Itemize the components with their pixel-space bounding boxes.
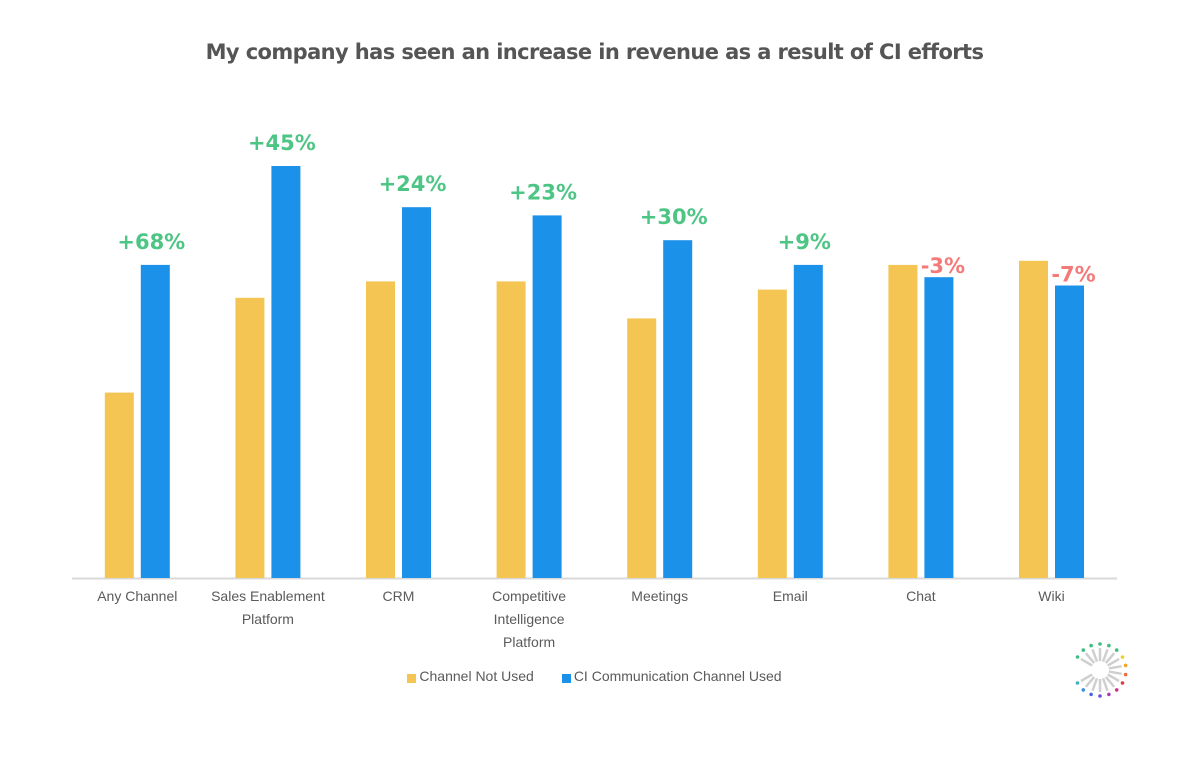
logo-dot: [1114, 648, 1119, 652]
sunburst-logo-icon: [1075, 642, 1128, 698]
data-label-change: +68%: [117, 230, 185, 254]
x-tick-label: Meetings: [631, 588, 688, 604]
legend: Channel Not Used CI Communication Channe…: [0, 668, 1189, 684]
data-label-change: +9%: [778, 230, 831, 254]
logo-ray: [1091, 678, 1099, 692]
bar-ci-channel-used: [140, 264, 170, 578]
x-tick-label: Chat: [906, 588, 936, 604]
logo-dot: [1123, 672, 1128, 677]
data-label-change: +23%: [509, 180, 577, 204]
logo-ray: [1101, 648, 1109, 662]
logo-dot: [1098, 694, 1102, 698]
bar-ci-channel-used: [793, 264, 823, 578]
x-tick-label: Sales Enablement Platform: [211, 588, 325, 627]
bar-channel-not-used: [496, 281, 526, 578]
logo-ray: [1107, 673, 1120, 683]
logo-ray: [1101, 678, 1109, 692]
logo-ray: [1084, 676, 1096, 688]
logo-dot: [1107, 643, 1111, 648]
legend-label: Channel Not Used: [419, 668, 534, 684]
x-tick-label: CRM: [383, 588, 415, 604]
legend-item-ci-channel-used: CI Communication Channel Used: [561, 668, 782, 684]
bar-ci-channel-used: [1055, 285, 1084, 578]
bar-ci-channel-used: [271, 166, 301, 578]
legend-swatch-blue: [561, 673, 571, 683]
logo-dot: [1123, 663, 1128, 668]
bar-channel-not-used: [888, 264, 918, 578]
bar-ci-channel-used: [663, 240, 693, 578]
x-tick-label-line: Meetings: [631, 588, 688, 604]
data-label-change: -3%: [921, 254, 965, 278]
logo-ray: [1080, 673, 1093, 683]
bar-channel-not-used: [757, 289, 787, 578]
logo-dot: [1089, 692, 1093, 697]
logo-ray: [1084, 652, 1096, 664]
x-tick-label-line: Sales Enablement: [211, 588, 325, 604]
x-tick-label-line: Email: [773, 588, 808, 604]
legend-item-channel-not-used: Channel Not Used: [407, 668, 534, 684]
bar-ci-channel-used: [924, 277, 954, 578]
bar-ci-channel-used: [402, 207, 431, 578]
logo-dot: [1107, 692, 1111, 697]
x-tick-label-line: Wiki: [1038, 588, 1064, 604]
logo-dot: [1089, 643, 1093, 648]
data-label-change: +24%: [379, 172, 447, 196]
x-tick-label-line: Intelligence: [494, 611, 565, 627]
bar-channel-not-used: [627, 318, 657, 578]
logo-dot: [1114, 688, 1119, 692]
x-tick-label-line: Platform: [503, 634, 555, 650]
x-tick-label-line: Competitive: [492, 588, 566, 604]
x-tick-label-line: CRM: [383, 588, 415, 604]
data-label-change: -7%: [1051, 263, 1095, 287]
x-tick-label-line: Chat: [906, 588, 936, 604]
x-tick-label: Any Channel: [97, 588, 177, 604]
data-label-change: +30%: [640, 205, 708, 229]
logo-dot: [1120, 655, 1125, 659]
x-tick-label-line: Any Channel: [97, 588, 177, 604]
logo-dot: [1075, 681, 1080, 685]
chart-title: My company has seen an increase in reven…: [205, 40, 984, 64]
logo-ray: [1104, 676, 1116, 688]
logo-ray: [1107, 657, 1120, 667]
logo-dot: [1075, 655, 1080, 659]
x-tick-label-line: Platform: [242, 611, 294, 627]
logo-dot: [1081, 648, 1086, 652]
logo-ray: [1091, 648, 1099, 662]
bar-channel-not-used: [235, 297, 265, 578]
logo-ray: [1108, 664, 1122, 670]
logo-ray: [1104, 652, 1116, 664]
legend-label: CI Communication Channel Used: [573, 668, 782, 684]
legend-swatch-yellow: [407, 673, 417, 683]
logo-ray: [1108, 670, 1122, 676]
x-tick-label: Competitive Intelligence Platform: [492, 588, 566, 650]
x-tick-label: Email: [773, 588, 808, 604]
bar-channel-not-used: [366, 281, 395, 578]
bar-ci-channel-used: [532, 215, 562, 578]
logo-dot: [1098, 642, 1102, 646]
logo-dot: [1120, 681, 1125, 685]
logo-ray: [1080, 657, 1093, 667]
data-label-change: +45%: [248, 131, 316, 155]
logo-dot: [1081, 688, 1086, 692]
x-tick-label: Wiki: [1038, 588, 1064, 604]
bar-channel-not-used: [1019, 260, 1048, 578]
bar-channel-not-used: [104, 392, 134, 578]
